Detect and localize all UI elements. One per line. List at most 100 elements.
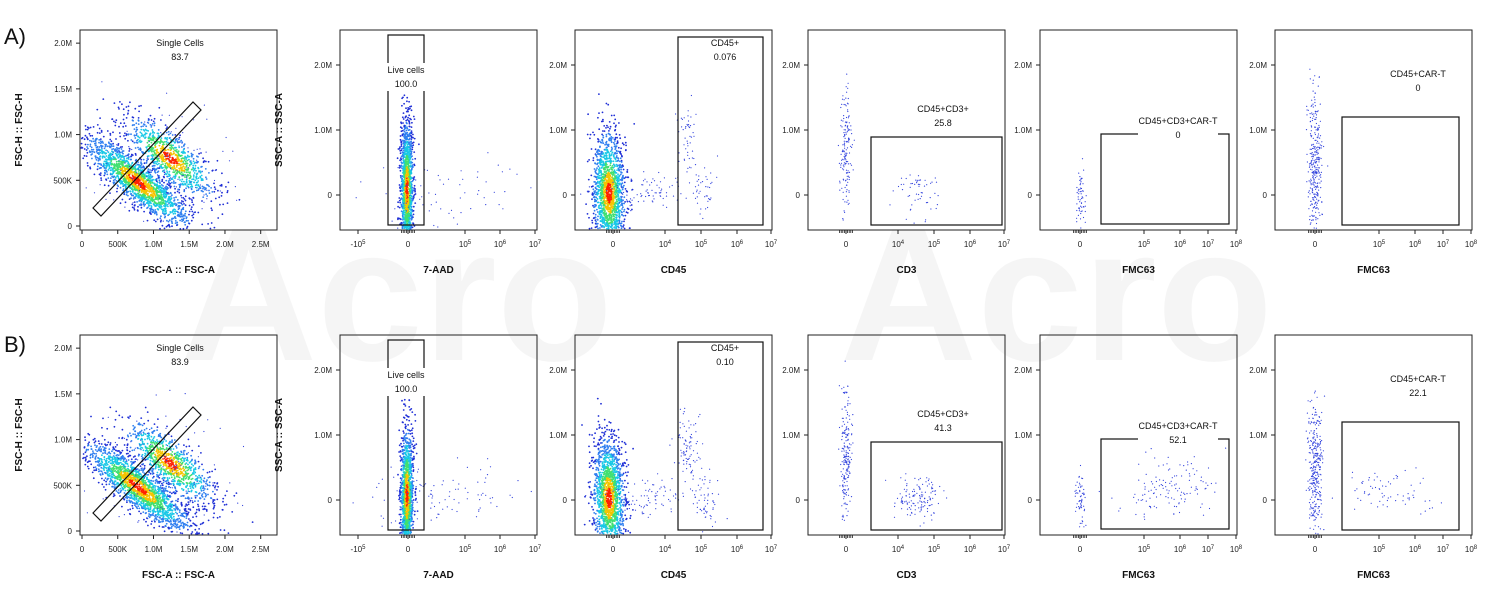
event-dot <box>158 157 160 159</box>
event-dot <box>113 199 115 201</box>
event-dot <box>89 145 92 148</box>
event-dot <box>132 202 134 204</box>
event-dot <box>616 142 619 144</box>
event-dot <box>182 150 185 153</box>
event-dot <box>83 148 86 150</box>
event-dot <box>516 173 518 175</box>
event-dot <box>116 165 118 168</box>
event-dot <box>185 178 188 181</box>
event-dot <box>623 202 625 205</box>
event-dot <box>172 169 175 171</box>
event-dot <box>186 175 188 177</box>
event-dot <box>160 137 163 140</box>
event-dot <box>402 147 405 150</box>
event-dot <box>175 166 178 168</box>
event-dot <box>614 158 617 161</box>
event-dot <box>173 197 176 199</box>
event-dot <box>191 191 194 194</box>
event-dot <box>148 150 150 153</box>
event-dot <box>149 211 151 214</box>
event-dot <box>180 200 183 202</box>
event-dot <box>410 225 413 228</box>
event-dot <box>413 184 416 187</box>
event-dot <box>477 171 479 173</box>
event-dot <box>139 139 141 142</box>
event-dot <box>123 157 125 159</box>
event-dot <box>588 159 590 161</box>
event-dot <box>131 206 134 209</box>
event-dot <box>184 156 187 159</box>
event-dot <box>153 219 156 222</box>
event-dot <box>599 157 602 160</box>
event-dot <box>202 160 205 163</box>
event-dot <box>137 168 139 170</box>
event-dot <box>121 151 123 154</box>
event-dot <box>202 187 204 190</box>
event-dot <box>403 211 406 214</box>
event-dot <box>167 130 170 133</box>
event-dot <box>497 164 499 166</box>
event-dot <box>206 195 209 197</box>
event-dot <box>162 163 164 166</box>
event-dot <box>226 190 229 192</box>
event-dot <box>102 135 105 138</box>
event-dot <box>110 177 112 180</box>
event-dot <box>412 209 415 212</box>
event-dot <box>144 136 147 139</box>
event-dot <box>172 162 175 164</box>
event-dot <box>187 186 190 189</box>
event-dot <box>80 142 83 145</box>
event-dot <box>156 193 158 196</box>
event-dot <box>104 145 107 148</box>
event-dot <box>144 132 147 135</box>
event-dot <box>192 160 195 163</box>
event-dot <box>196 172 199 175</box>
event-dot <box>210 207 213 210</box>
event-dot <box>178 201 181 204</box>
event-dot <box>202 186 205 189</box>
event-dot <box>111 168 114 171</box>
event-dot <box>138 191 141 193</box>
event-dot <box>172 148 175 150</box>
event-dot <box>156 218 159 221</box>
event-dot <box>124 170 126 173</box>
event-dot <box>594 162 596 165</box>
event-dot <box>141 134 144 136</box>
event-dot <box>408 122 411 125</box>
event-dot <box>403 184 406 187</box>
event-dot <box>100 166 102 169</box>
event-dot <box>157 186 160 189</box>
event-dot <box>594 148 597 151</box>
event-dot <box>165 179 168 182</box>
event-dot <box>615 133 618 136</box>
event-dot <box>167 156 169 158</box>
event-dot <box>408 183 411 186</box>
event-dot <box>116 144 118 146</box>
event-dot <box>178 136 181 139</box>
event-dot <box>144 194 147 197</box>
event-dot <box>201 165 203 168</box>
event-dot <box>120 148 123 150</box>
event-dot <box>93 173 96 176</box>
event-dot <box>146 206 149 209</box>
event-dot <box>103 174 106 177</box>
event-dot <box>182 148 185 151</box>
event-dot <box>620 161 623 163</box>
event-dot <box>202 157 205 160</box>
event-dot <box>111 148 113 151</box>
event-dot <box>148 140 150 143</box>
event-dot <box>123 166 126 169</box>
event-dot <box>605 225 608 228</box>
event-dot <box>112 170 114 173</box>
event-dot <box>164 155 166 157</box>
event-dot <box>170 131 172 133</box>
event-dot <box>86 136 88 139</box>
event-dot <box>162 185 164 187</box>
event-dot <box>118 160 120 162</box>
event-dot <box>140 206 143 209</box>
event-dot <box>404 220 407 223</box>
event-dot <box>459 184 461 186</box>
event-dot <box>399 149 402 152</box>
y-tick-label: 0 <box>563 191 568 200</box>
event-dot <box>360 181 362 183</box>
